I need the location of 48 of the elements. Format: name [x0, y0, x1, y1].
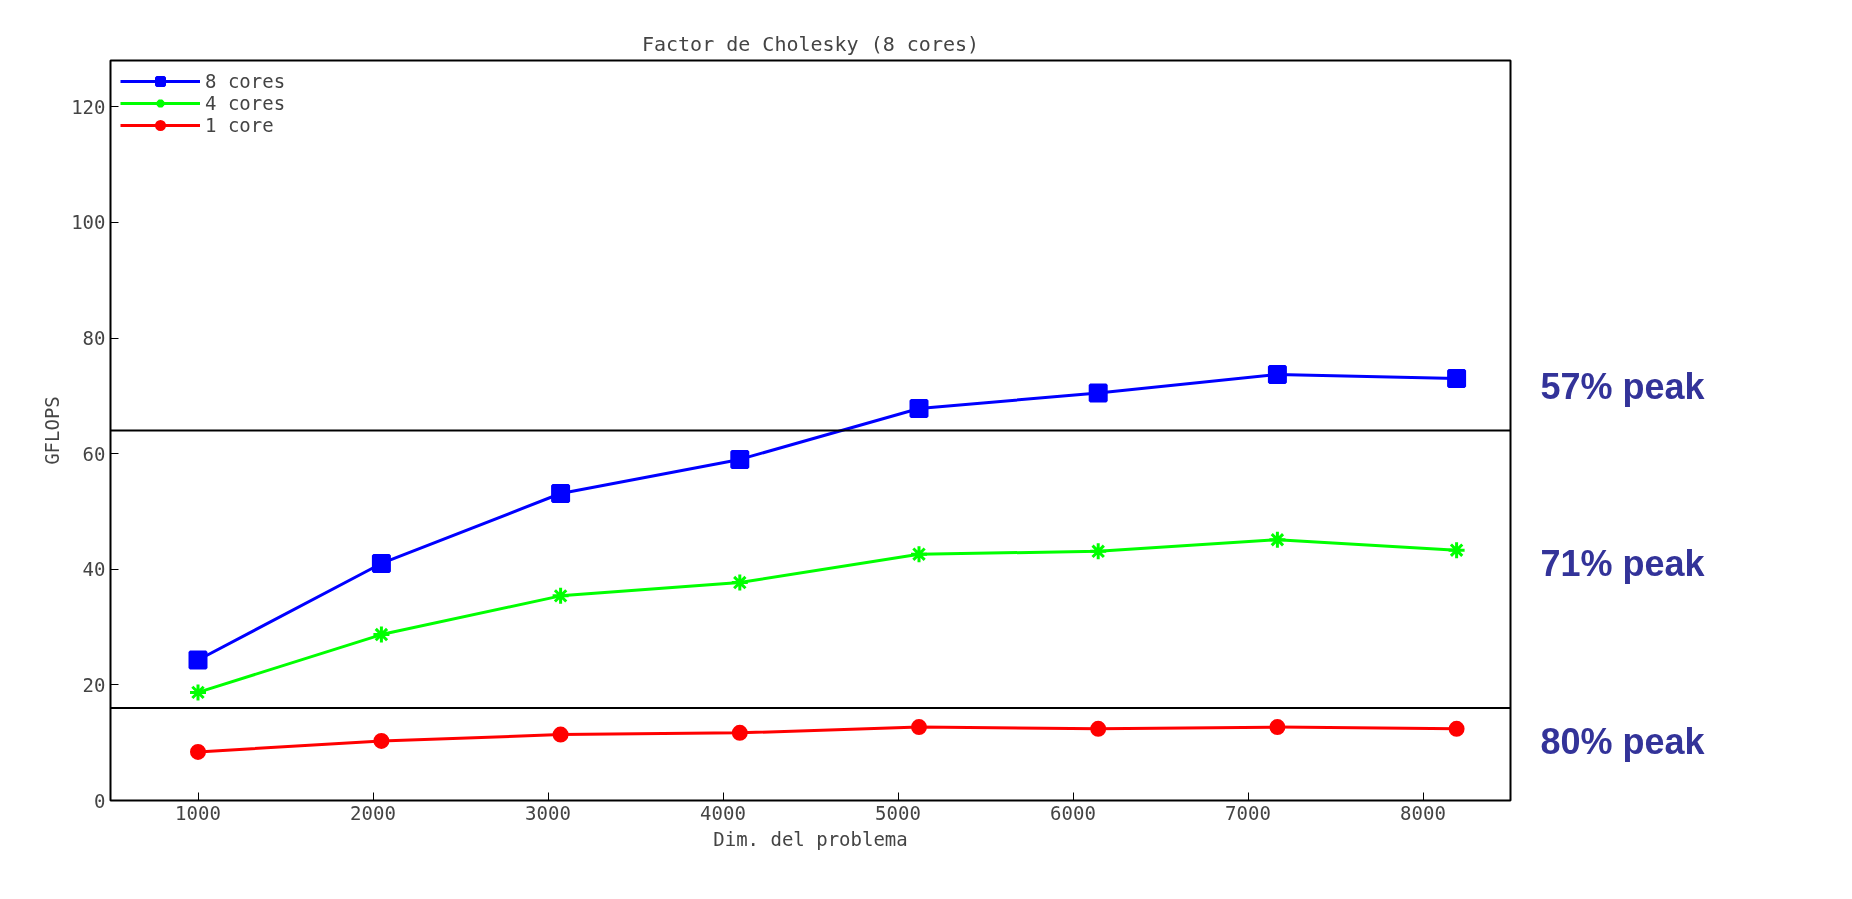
- point: [730, 449, 750, 469]
- y-tick-label: 40: [82, 558, 106, 581]
- y-tick-label: 120: [71, 95, 106, 118]
- x-tick-label: 4000: [700, 801, 746, 824]
- text: 71% peak: [1540, 543, 1706, 585]
- x-tick-label: 7000: [1225, 801, 1271, 824]
- point: [1447, 368, 1467, 388]
- point: [1088, 383, 1108, 403]
- point: [730, 573, 750, 593]
- x-tick-label: 8000: [1400, 801, 1446, 824]
- y-tick-label: 0: [94, 789, 106, 812]
- y-axis-title: GFLOPS: [41, 396, 64, 465]
- point: [371, 553, 391, 573]
- point: [1269, 719, 1286, 736]
- text: 57% peak: [1540, 365, 1706, 407]
- point: [552, 726, 569, 743]
- legend-label: 8 cores: [205, 70, 286, 92]
- point: [1448, 720, 1465, 737]
- point: [1267, 530, 1287, 550]
- chart-title: Factor de Cholesky (8 cores): [641, 31, 980, 56]
- point: [371, 625, 391, 645]
- x-tick-label: 1000: [175, 801, 221, 824]
- point: [911, 719, 927, 736]
- point: [188, 650, 208, 670]
- x-tick-label: 6000: [1050, 801, 1096, 824]
- x-axis-title: Dim. del problema: [713, 827, 908, 850]
- point: [1447, 540, 1467, 560]
- x-tick-label: 3000: [525, 801, 571, 824]
- legend-label: 1 core: [205, 114, 274, 136]
- point: [909, 544, 929, 564]
- y-tick-label: 60: [82, 442, 106, 465]
- point: [188, 682, 208, 702]
- point: [551, 586, 571, 606]
- point: [551, 484, 571, 504]
- text: 80% peak: [1540, 720, 1706, 762]
- y-tick-label: 20: [82, 673, 106, 696]
- x-tick-label: 2000: [350, 801, 396, 824]
- y-tick-label: 100: [71, 211, 106, 234]
- x-tick-label: 5000: [875, 801, 921, 824]
- y-tick-label: 80: [82, 327, 106, 349]
- point: [731, 724, 748, 741]
- point: [190, 743, 206, 760]
- point: [1267, 364, 1287, 384]
- point: [909, 399, 929, 419]
- point: [373, 732, 390, 749]
- point: [1090, 720, 1107, 737]
- legend-label: 4 cores: [205, 92, 286, 114]
- point: [1088, 541, 1108, 561]
